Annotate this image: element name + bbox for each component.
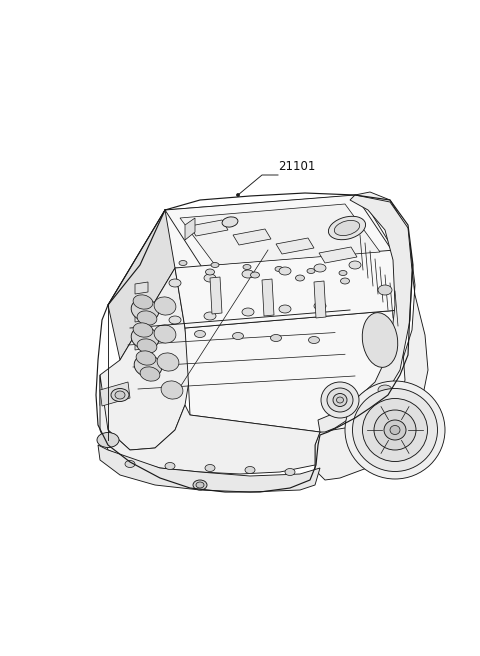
- Polygon shape: [319, 247, 357, 263]
- Ellipse shape: [137, 339, 157, 353]
- Ellipse shape: [333, 394, 347, 407]
- Ellipse shape: [307, 268, 315, 274]
- Ellipse shape: [140, 367, 160, 381]
- Polygon shape: [262, 279, 274, 316]
- Ellipse shape: [131, 298, 159, 321]
- Polygon shape: [108, 210, 175, 360]
- Ellipse shape: [157, 353, 179, 371]
- Ellipse shape: [390, 426, 400, 434]
- Ellipse shape: [334, 220, 360, 236]
- Ellipse shape: [196, 482, 204, 488]
- Polygon shape: [175, 250, 400, 328]
- Ellipse shape: [314, 302, 326, 310]
- Ellipse shape: [232, 333, 243, 340]
- Polygon shape: [98, 445, 320, 492]
- Ellipse shape: [205, 464, 215, 472]
- Ellipse shape: [362, 398, 428, 462]
- Polygon shape: [135, 310, 148, 322]
- Ellipse shape: [242, 270, 254, 278]
- Ellipse shape: [328, 216, 366, 239]
- Ellipse shape: [136, 351, 156, 365]
- Polygon shape: [135, 338, 148, 350]
- Polygon shape: [108, 195, 400, 305]
- Text: 21101: 21101: [278, 160, 315, 173]
- Ellipse shape: [179, 260, 187, 266]
- Ellipse shape: [204, 312, 216, 320]
- Ellipse shape: [137, 311, 157, 325]
- Ellipse shape: [169, 316, 181, 324]
- Ellipse shape: [131, 327, 159, 349]
- Ellipse shape: [340, 278, 349, 284]
- Ellipse shape: [125, 461, 135, 468]
- Ellipse shape: [245, 466, 255, 474]
- Ellipse shape: [378, 285, 392, 295]
- Ellipse shape: [285, 468, 295, 476]
- Polygon shape: [314, 281, 326, 318]
- Ellipse shape: [133, 323, 153, 337]
- Polygon shape: [100, 268, 190, 450]
- Polygon shape: [210, 277, 222, 314]
- Polygon shape: [100, 375, 320, 474]
- Polygon shape: [92, 168, 430, 492]
- Ellipse shape: [275, 266, 283, 272]
- Ellipse shape: [204, 274, 216, 282]
- Polygon shape: [135, 282, 148, 294]
- Polygon shape: [185, 310, 405, 432]
- Ellipse shape: [242, 308, 254, 316]
- Ellipse shape: [309, 337, 320, 344]
- Polygon shape: [180, 204, 380, 265]
- Ellipse shape: [111, 388, 129, 401]
- Ellipse shape: [165, 462, 175, 470]
- Ellipse shape: [251, 272, 260, 278]
- Ellipse shape: [374, 410, 416, 450]
- Ellipse shape: [279, 267, 291, 275]
- Ellipse shape: [279, 305, 291, 313]
- Ellipse shape: [222, 217, 238, 227]
- Ellipse shape: [205, 269, 215, 275]
- Polygon shape: [276, 238, 314, 254]
- Ellipse shape: [321, 382, 359, 418]
- Ellipse shape: [296, 275, 304, 281]
- Ellipse shape: [378, 385, 392, 395]
- Ellipse shape: [133, 295, 153, 309]
- Polygon shape: [190, 220, 228, 236]
- Polygon shape: [185, 218, 195, 240]
- Ellipse shape: [345, 381, 445, 479]
- Ellipse shape: [314, 264, 326, 272]
- Polygon shape: [233, 229, 271, 245]
- Ellipse shape: [271, 335, 281, 342]
- Polygon shape: [315, 192, 428, 480]
- Ellipse shape: [336, 397, 344, 403]
- Ellipse shape: [194, 331, 205, 337]
- Ellipse shape: [352, 388, 437, 472]
- Ellipse shape: [327, 388, 353, 412]
- Ellipse shape: [384, 420, 406, 440]
- Ellipse shape: [115, 391, 125, 399]
- Ellipse shape: [211, 262, 219, 268]
- Polygon shape: [100, 382, 130, 406]
- Ellipse shape: [237, 194, 240, 197]
- Ellipse shape: [134, 355, 162, 377]
- Ellipse shape: [243, 264, 251, 270]
- Ellipse shape: [362, 313, 398, 367]
- Ellipse shape: [193, 480, 207, 490]
- Ellipse shape: [339, 270, 347, 276]
- Polygon shape: [318, 195, 412, 432]
- Ellipse shape: [161, 381, 183, 399]
- Ellipse shape: [349, 261, 361, 269]
- Ellipse shape: [97, 432, 119, 447]
- Polygon shape: [165, 195, 395, 272]
- Ellipse shape: [154, 325, 176, 343]
- Ellipse shape: [169, 279, 181, 287]
- Ellipse shape: [154, 297, 176, 315]
